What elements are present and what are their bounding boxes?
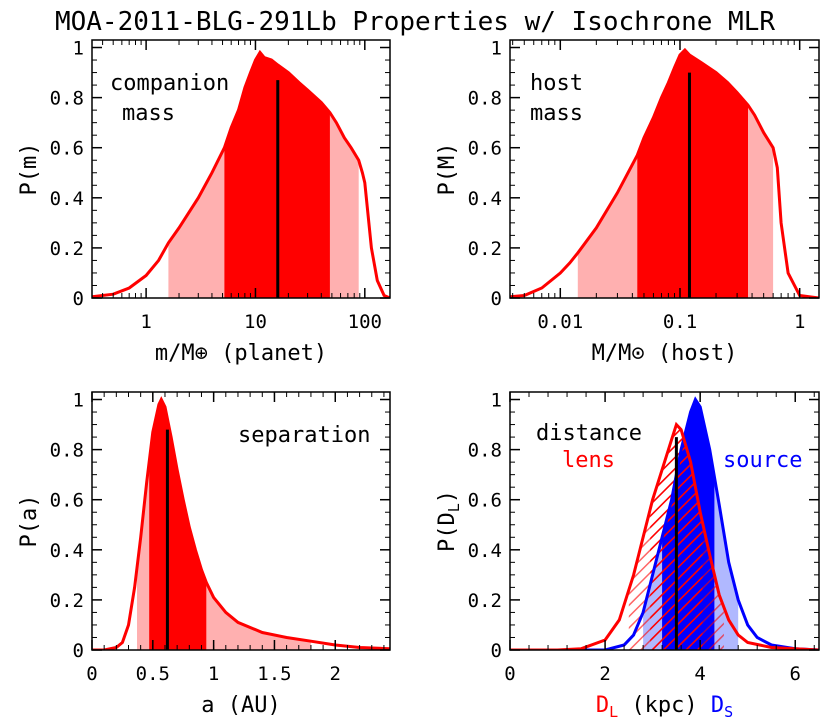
x-tick-label: 4 bbox=[694, 663, 705, 685]
x-tick-label: 0.01 bbox=[537, 311, 583, 333]
y-tick-label: 0.8 bbox=[468, 88, 502, 110]
y-axis-label: P(m) bbox=[17, 143, 42, 196]
x-axis-label: M/M⊙ (host) bbox=[592, 341, 738, 366]
x-axis-label-ds-sub: S bbox=[724, 703, 733, 720]
y-tick-label: 0.4 bbox=[468, 188, 502, 210]
y-tick-label: 0.8 bbox=[50, 440, 84, 462]
figure-title: MOA-2011-BLG-291Lb Properties w/ Isochro… bbox=[55, 7, 775, 37]
x-tick-label: 2 bbox=[330, 663, 341, 685]
range-1sigma-area bbox=[637, 50, 748, 298]
y-tick-label: 0.2 bbox=[50, 238, 84, 260]
panel-distance: 0 0.2 0.4 0.6 0.8 1 0 2 4 6 distance P(DL) lens sourc… bbox=[435, 390, 820, 720]
plot-frame bbox=[91, 391, 391, 651]
y-tick-label: 0 bbox=[73, 640, 84, 662]
x-axis-label-ds: D bbox=[711, 693, 724, 718]
x-tick-label: 0 bbox=[86, 663, 97, 685]
panel-host-mass: 0 0.2 0.4 0.6 0.8 1 0.01 0.1 1 host mass P(M) M/M⊙ (… bbox=[435, 38, 820, 366]
x-tick-label: 1 bbox=[794, 311, 805, 333]
y-tick-label: 0.4 bbox=[468, 540, 502, 562]
panels: 00.20.40.60.811 10 100companionmassP(m)m/M… bbox=[17, 38, 820, 720]
x-tick-label: 1.5 bbox=[257, 663, 291, 685]
plot-area bbox=[92, 396, 390, 650]
x-tick-label: 1 bbox=[208, 663, 219, 685]
y-tick-label: 1 bbox=[491, 390, 502, 412]
annotation-mass: mass bbox=[530, 101, 583, 126]
x-tick-label: 10 bbox=[244, 311, 267, 333]
y-tick-label: 1 bbox=[491, 38, 502, 60]
y-tick-label: 0.4 bbox=[50, 188, 84, 210]
x-axis-label-dl-sub: L bbox=[609, 703, 618, 720]
x-tick-label: 100 bbox=[348, 311, 382, 333]
annotation-host: host bbox=[530, 71, 583, 96]
y-axis-label: P(a) bbox=[17, 495, 42, 548]
y-tick-label: 0.8 bbox=[50, 88, 84, 110]
y-tick-label: 0.6 bbox=[468, 490, 502, 512]
series-label-lens: lens bbox=[562, 448, 615, 473]
x-tick-label: 0 bbox=[504, 663, 515, 685]
x-tick-label: 2 bbox=[599, 663, 610, 685]
plot-frame bbox=[509, 391, 820, 651]
y-tick-label: 0.4 bbox=[50, 540, 84, 562]
y-tick-label: 1 bbox=[73, 390, 84, 412]
annotation-separation: separation bbox=[238, 423, 370, 448]
series-label-source: source bbox=[723, 448, 802, 473]
y-tick-label: 1 bbox=[73, 38, 84, 60]
annotation-companion: companion bbox=[110, 71, 229, 96]
x-axis-label: m/M⊕ (planet) bbox=[155, 341, 327, 366]
y-tick-label: 0 bbox=[491, 288, 502, 310]
plot-area bbox=[510, 47, 819, 298]
y-tick-label: 0.6 bbox=[50, 490, 84, 512]
y-tick-label: 0.2 bbox=[50, 590, 84, 612]
distribution-curve bbox=[92, 49, 390, 298]
y-tick-label: 0 bbox=[491, 640, 502, 662]
y-tick-label: 0.2 bbox=[468, 590, 502, 612]
y-tick-label: 0.6 bbox=[50, 138, 84, 160]
y-axis-label: P(M) bbox=[435, 143, 460, 196]
distribution-curve bbox=[510, 47, 819, 298]
y-axis-label-close: ) bbox=[435, 490, 460, 503]
annotation-distance: distance bbox=[536, 421, 642, 446]
range-1sigma-area bbox=[149, 399, 207, 650]
annotation-mass: mass bbox=[122, 101, 175, 126]
x-tick-label: 0.5 bbox=[136, 663, 170, 685]
plot-frame bbox=[91, 39, 391, 299]
panel-companion-mass: 0 0.2 0.4 0.6 0.8 1 1 10 100 companion mass P(m) m/M… bbox=[17, 38, 391, 366]
panel-separation: 0 0.2 0.4 0.6 0.8 1 0 0.5 1 1.5 2 separation P(a) a (… bbox=[17, 390, 391, 718]
x-tick-label: 6 bbox=[790, 663, 801, 685]
y-tick-label: 0.6 bbox=[468, 138, 502, 160]
y-axis-label: P(DL) bbox=[435, 490, 463, 552]
y-tick-label: 0 bbox=[73, 288, 84, 310]
source-curve bbox=[510, 396, 819, 650]
x-axis-label-dl: D bbox=[596, 693, 609, 718]
x-tick-label: 1 bbox=[140, 311, 151, 333]
x-axis-label-units: (kpc) bbox=[618, 693, 711, 718]
y-axis-label-subscript: L bbox=[445, 503, 463, 512]
x-axis-label: DL (kpc) DS bbox=[596, 693, 733, 720]
y-tick-label: 0.2 bbox=[468, 238, 502, 260]
y-tick-label: 0.8 bbox=[468, 440, 502, 462]
lens-curve bbox=[510, 421, 819, 650]
distribution-curve bbox=[92, 396, 390, 650]
x-tick-label: 0.1 bbox=[663, 311, 697, 333]
x-axis-label: a (AU) bbox=[201, 693, 280, 718]
plot-frame bbox=[509, 39, 820, 299]
